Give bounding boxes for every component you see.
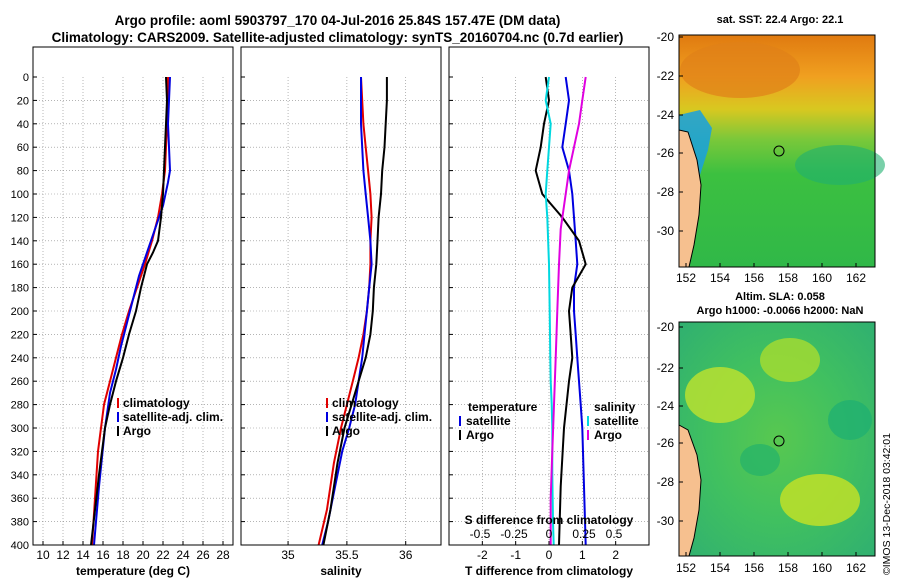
panel-1: 10 12 14 16 18 20 22 24 26 2802040608010012014016… [11, 46, 234, 578]
panel-2: 35 35.5 36 salinity [240, 46, 442, 578]
series-satellite-adj-clim--line [321, 77, 373, 546]
top-x-tick-label: -0.25 [500, 527, 528, 541]
sst-map-title: sat. SST: 22.4 Argo: 22.1 [716, 14, 844, 26]
y-tick-label: 160 [11, 259, 29, 271]
top-x-tick-label: 0.25 [572, 527, 596, 541]
x-axis-label: temperature (deg C) [76, 564, 190, 578]
x-tick-label: 2 [612, 548, 619, 562]
x-tick-label: 18 [116, 548, 130, 562]
y-tick-label: 180 [11, 283, 29, 295]
y-tick-label: 20 [17, 95, 29, 107]
y-tick-label: 140 [11, 236, 29, 248]
series-argo-line [322, 77, 388, 546]
y-tick-label: 320 [11, 446, 29, 458]
legend-label: climatology [123, 396, 190, 410]
panel-3: -2 -1 0 1 2 T difference from climatology [448, 46, 650, 578]
y-tick-label: 200 [11, 306, 29, 318]
y-tick-label: 80 [17, 166, 29, 178]
legend-label: satellite [594, 414, 639, 428]
y-tick-label: 260 [11, 376, 29, 388]
x-tick-label: 14 [76, 548, 90, 562]
series-climatology-line [317, 76, 373, 546]
legend-label: Argo [466, 428, 494, 442]
y-tick-label: 340 [11, 470, 29, 482]
series-argo-line [90, 76, 169, 546]
legend-title-temperature: temperature [468, 400, 538, 414]
x-tick-label: 1 [579, 548, 586, 562]
y-tick-label: 400 [11, 540, 29, 552]
x-tick-label: 35.5 [335, 548, 359, 562]
top-x-tick-label: 0 [546, 527, 553, 541]
y-tick-label: 0 [23, 72, 29, 84]
y-tick-label: 380 [11, 517, 29, 529]
series-t-satellite-line [561, 76, 587, 546]
x-tick-label: 12 [56, 548, 70, 562]
y-tick-label: 60 [17, 142, 29, 154]
x-tick-label: 10 [36, 548, 50, 562]
y-tick-label: 240 [11, 353, 29, 365]
imos-credit: ©IMOS 13-Dec-2018 03:42:01 [881, 433, 893, 575]
figure-title-line2: Climatology: CARS2009. Satellite-adjuste… [51, 30, 624, 45]
x-tick-label: 20 [136, 548, 150, 562]
x-tick-label: -1 [510, 548, 521, 562]
x-axis-label: salinity [320, 564, 362, 578]
x-tick-label: 24 [176, 548, 190, 562]
legend-label: Argo [123, 424, 151, 438]
sla-map-title-line1: Altim. SLA: 0.058 [735, 291, 825, 303]
top-x-tick-label: -0.5 [470, 527, 491, 541]
plot-frame [32, 46, 234, 546]
legend-label: Argo [332, 424, 360, 438]
y-tick-label: 300 [11, 423, 29, 435]
legend-title-salinity: salinity [594, 400, 636, 414]
plot-frame [448, 46, 650, 546]
x-tick-label: 28 [216, 548, 230, 562]
x-tick-label: 22 [156, 548, 170, 562]
legend-label: satellite-adj. clim. [332, 410, 432, 424]
legend-label: satellite [466, 414, 511, 428]
x-tick-label: -2 [477, 548, 488, 562]
legend-label: satellite-adj. clim. [123, 410, 223, 424]
series-t-argo-line [534, 76, 587, 546]
y-tick-label: 120 [11, 212, 29, 224]
plot-frame [240, 46, 442, 546]
x-tick-label: 35 [281, 548, 295, 562]
x-tick-label: 16 [96, 548, 110, 562]
figure-title-line1: Argo profile: aoml 5903797_170 04-Jul-20… [114, 13, 561, 28]
x-tick-label: 0 [546, 548, 553, 562]
y-tick-label: 100 [11, 189, 29, 201]
y-tick-label: 40 [17, 119, 29, 131]
x-axis-label: T difference from climatology [465, 564, 633, 578]
legend-label: Argo [594, 428, 622, 442]
series-satellite-adj-clim--line [93, 76, 172, 546]
top-x-axis-label: S difference from climatology [465, 513, 634, 527]
sla-map-title-line2: Argo h1000: -0.0066 h2000: NaN [696, 305, 864, 317]
legend-label: climatology [332, 396, 399, 410]
y-tick-label: 280 [11, 400, 29, 412]
x-tick-label: 36 [399, 548, 413, 562]
top-x-tick-label: 0.5 [606, 527, 623, 541]
y-tick-label: 220 [11, 329, 29, 341]
x-tick-label: 26 [196, 548, 210, 562]
y-tick-label: 360 [11, 493, 29, 505]
series-s-argo-line [549, 76, 587, 545]
